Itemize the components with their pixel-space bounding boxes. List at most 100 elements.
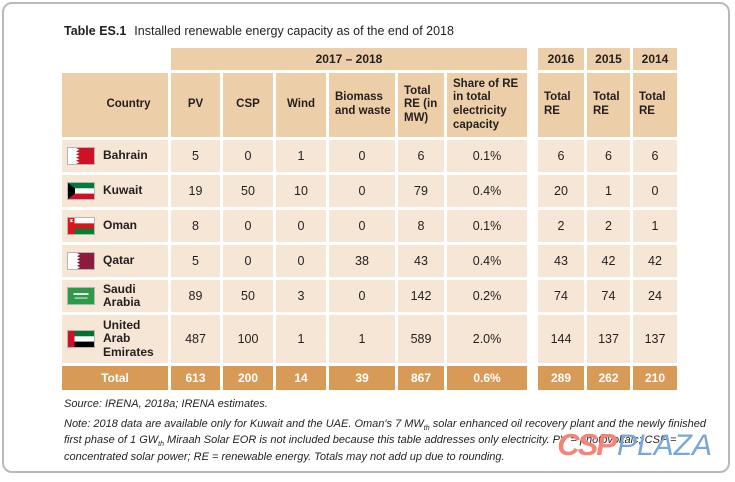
year-header-2016: 2016 [538,48,584,70]
value-cell: 589 [398,315,444,363]
value-cell: 0 [633,175,677,207]
value-cell: 2 [587,210,630,242]
column-gap [530,245,535,277]
group-header-empty-cell [62,48,168,70]
value-cell: 5 [171,140,220,172]
value-cell: 0 [223,140,273,172]
country-cell: Oman [62,210,168,242]
value-cell: 1 [329,315,395,363]
table-row-united-arab-emirates: United Arab Emirates 487 100 1 1 589 2.0… [62,315,677,363]
total-value-cell: 0.6% [447,366,527,390]
table-row-qatar: Qatar 5 0 0 38 43 0.4% 43 42 42 [62,245,677,277]
value-cell: 6 [538,140,584,172]
table-title-text: Installed renewable energy capacity as o… [134,24,454,38]
footnotes: Source: IRENA, 2018a; IRENA estimates. N… [64,397,719,465]
group-header-row: 2017 – 2018 2016 2015 2014 [62,48,677,70]
value-cell: 137 [633,315,677,363]
value-cell: 42 [587,245,630,277]
bahrain-flag-icon [67,147,95,165]
column-gap [530,48,535,70]
value-cell: 0 [223,210,273,242]
value-cell: 74 [538,280,584,312]
column-header-pv: PV [171,73,220,137]
kuwait-flag-icon [67,182,95,200]
note-text: solar enhanced oil recovery plant and th… [64,417,707,447]
value-cell: 142 [398,280,444,312]
total-value-cell: 613 [171,366,220,390]
oman-flag-icon [67,217,95,235]
country-name: Bahrain [103,148,148,163]
value-cell: 10 [276,175,326,207]
column-header-total-re-2016: Total RE [538,73,584,137]
value-cell: 43 [398,245,444,277]
saudi-arabia-flag-icon [67,287,95,305]
value-cell: 8 [171,210,220,242]
value-cell: 0 [223,245,273,277]
country-cell: Bahrain [62,140,168,172]
value-cell: 0.1% [447,210,527,242]
table-total-row: Total 613 200 14 39 867 0.6% 289 262 210 [62,366,677,390]
table-number-label: Table ES.1 [64,24,127,38]
value-cell: 24 [633,280,677,312]
year-header-2014: 2014 [633,48,677,70]
table-row-oman: Oman 8 0 0 0 8 0.1% 2 2 1 [62,210,677,242]
column-header-total-re-2014: Total RE [633,73,677,137]
source-note: Source: IRENA, 2018a; IRENA estimates. [64,398,268,410]
value-cell: 6 [587,140,630,172]
total-value-cell: 289 [538,366,584,390]
value-cell: 2.0% [447,315,527,363]
table-row-kuwait: Kuwait 19 50 10 0 79 0.4% 20 1 0 [62,175,677,207]
value-cell: 43 [538,245,584,277]
uae-flag-icon [67,330,95,348]
value-cell: 1 [587,175,630,207]
total-value-cell: 210 [633,366,677,390]
value-cell: 50 [223,175,273,207]
value-cell: 0.2% [447,280,527,312]
country-name: Oman [103,218,138,233]
column-gap [530,280,535,312]
country-name: Saudi Arabia [103,281,141,309]
value-cell: 5 [171,245,220,277]
value-cell: 1 [276,315,326,363]
total-value-cell: 262 [587,366,630,390]
value-cell: 0.4% [447,175,527,207]
value-cell: 79 [398,175,444,207]
total-value-cell: 200 [223,366,273,390]
value-cell: 38 [329,245,395,277]
column-gap [530,210,535,242]
value-cell: 8 [398,210,444,242]
total-label: Total [62,366,168,390]
note-subscript: th [158,441,164,449]
value-cell: 2 [538,210,584,242]
value-cell: 20 [538,175,584,207]
renewable-capacity-table: 2017 – 2018 2016 2015 2014 Country PV CS… [59,45,680,393]
value-cell: 137 [587,315,630,363]
value-cell: 0 [329,210,395,242]
country-name: Qatar [103,253,135,268]
group-header-2017-2018: 2017 – 2018 [171,48,527,70]
column-header-share: Share of RE in total electricity capacit… [447,73,527,137]
column-header-total-re-2015: Total RE [587,73,630,137]
value-cell: 0 [329,175,395,207]
total-value-cell: 867 [398,366,444,390]
value-cell: 3 [276,280,326,312]
column-gap [530,140,535,172]
column-header-total-re: Total RE (in MW) [398,73,444,137]
cspplaza-watermark-logo: CSPPLAZA [557,427,712,463]
value-cell: 0 [276,210,326,242]
table-title: Table ES.1 Installed renewable energy cap… [64,24,454,38]
value-cell: 0 [276,245,326,277]
methodology-note: Note: 2018 data are available only for K… [64,417,719,465]
document-frame: Table ES.1 Installed renewable energy cap… [2,2,730,473]
table-row-bahrain: Bahrain 5 0 1 0 6 0.1% 6 6 6 [62,140,677,172]
column-gap [530,73,535,137]
watermark-plaza-text: PLAZA [616,429,712,462]
value-cell: 100 [223,315,273,363]
note-text: Miraah Solar EOR is not included because… [64,434,677,464]
value-cell: 0 [329,140,395,172]
value-cell: 74 [587,280,630,312]
qatar-flag-icon [67,252,95,270]
country-cell: United Arab Emirates [62,315,168,363]
column-gap [530,175,535,207]
year-header-2015: 2015 [587,48,630,70]
